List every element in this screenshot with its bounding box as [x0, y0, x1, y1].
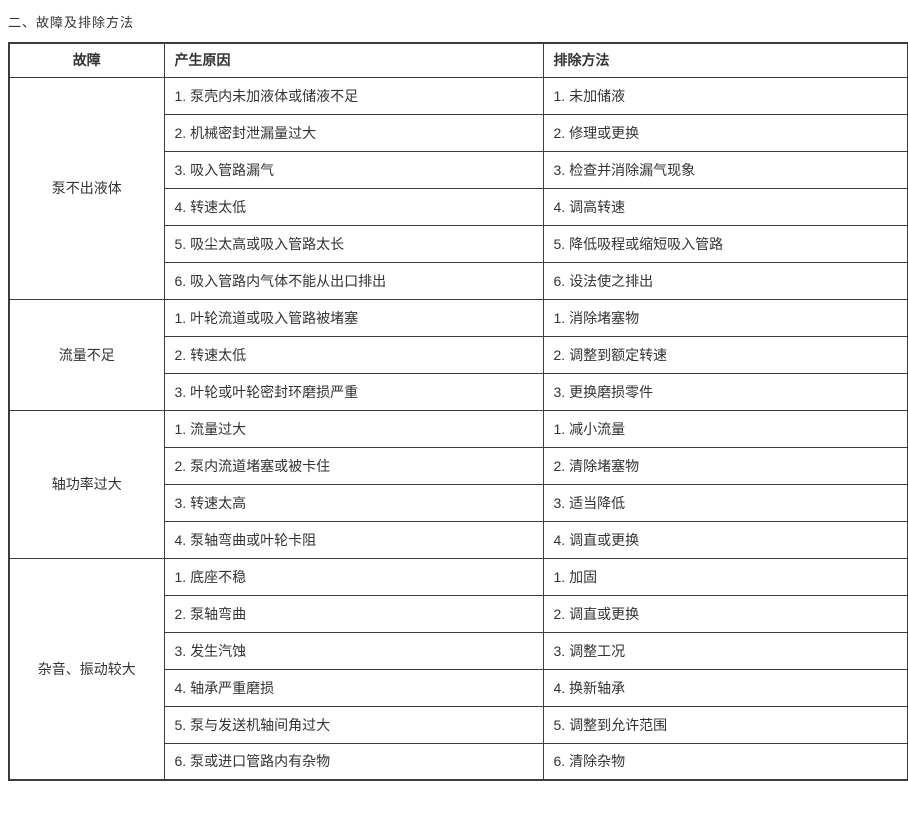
table-header-row: 故障 产生原因 排除方法 — [8, 42, 908, 78]
cause-cell: 5. 吸尘太高或吸入管路太长 — [163, 224, 544, 263]
cause-cell: 3. 叶轮或叶轮密封环磨损严重 — [163, 372, 544, 411]
fix-cell: 5. 调整到允许范围 — [542, 705, 908, 744]
fix-cell: 3. 检查并消除漏气现象 — [542, 150, 908, 189]
column-header-fault: 故障 — [8, 42, 165, 78]
fix-cell: 2. 清除堵塞物 — [542, 446, 908, 485]
table-row: 2. 泵内流道堵塞或被卡住 2. 清除堵塞物 — [9, 446, 908, 485]
cause-cell: 3. 吸入管路漏气 — [163, 150, 544, 189]
fault-cell: 泵不出液体 — [8, 76, 165, 300]
fix-cell: 3. 适当降低 — [542, 483, 908, 522]
cause-cell: 4. 泵轴弯曲或叶轮卡阻 — [163, 520, 544, 559]
table-row: 4. 泵轴弯曲或叶轮卡阻 4. 调直或更换 — [9, 520, 908, 559]
table-body: 泵不出液体 1. 泵壳内未加液体或储液不足 1. 未加储液 2. 机械密封泄漏量过大 2… — [8, 76, 908, 781]
fix-cell: 1. 加固 — [542, 557, 908, 596]
cause-cell: 4. 轴承严重磨损 — [163, 668, 544, 707]
cause-cell: 2. 泵轴弯曲 — [163, 594, 544, 633]
table-row: 3. 叶轮或叶轮密封环磨损严重 3. 更换磨损零件 — [9, 372, 908, 411]
cause-cell: 6. 吸入管路内气体不能从出口排出 — [163, 261, 544, 300]
cause-cell: 1. 底座不稳 — [163, 557, 544, 596]
table-row: 6. 吸入管路内气体不能从出口排出 6. 设法使之排出 — [9, 261, 908, 300]
cause-cell: 3. 转速太高 — [163, 483, 544, 522]
fix-cell: 1. 减小流量 — [542, 409, 908, 448]
fix-cell: 2. 调整到额定转速 — [542, 335, 908, 374]
fix-cell: 2. 调直或更换 — [542, 594, 908, 633]
cause-cell: 1. 流量过大 — [163, 409, 544, 448]
fix-cell: 6. 清除杂物 — [542, 742, 908, 781]
table-row: 5. 泵与发送机轴间角过大 5. 调整到允许范围 — [9, 705, 908, 744]
fix-cell: 2. 修理或更换 — [542, 113, 908, 152]
cause-cell: 1. 叶轮流道或吸入管路被堵塞 — [163, 298, 544, 337]
fault-cell: 流量不足 — [8, 298, 165, 411]
column-header-fix: 排除方法 — [542, 42, 908, 78]
table-row: 2. 转速太低 2. 调整到额定转速 — [9, 335, 908, 374]
cause-cell: 6. 泵或进口管路内有杂物 — [163, 742, 544, 781]
fix-cell: 3. 调整工况 — [542, 631, 908, 670]
fix-cell: 6. 设法使之排出 — [542, 261, 908, 300]
table-row: 3. 转速太高 3. 适当降低 — [9, 483, 908, 522]
cause-cell: 2. 机械密封泄漏量过大 — [163, 113, 544, 152]
fix-cell: 3. 更换磨损零件 — [542, 372, 908, 411]
table-row: 泵不出液体 1. 泵壳内未加液体或储液不足 1. 未加储液 — [8, 76, 908, 300]
fault-cell: 杂音、振动较大 — [8, 557, 165, 781]
fix-cell: 1. 消除堵塞物 — [542, 298, 908, 337]
table-row: 6. 泵或进口管路内有杂物 6. 清除杂物 — [9, 742, 908, 781]
cause-cell: 4. 转速太低 — [163, 187, 544, 226]
table-row: 2. 泵轴弯曲 2. 调直或更换 — [9, 594, 908, 633]
cause-cell: 5. 泵与发送机轴间角过大 — [163, 705, 544, 744]
fix-cell: 5. 降低吸程或缩短吸入管路 — [542, 224, 908, 263]
cause-cell: 3. 发生汽蚀 — [163, 631, 544, 670]
table-row: 3. 发生汽蚀 3. 调整工况 — [9, 631, 908, 670]
cause-cell: 2. 转速太低 — [163, 335, 544, 374]
table-row: 2. 机械密封泄漏量过大 2. 修理或更换 — [9, 113, 908, 152]
table-row: 5. 吸尘太高或吸入管路太长 5. 降低吸程或缩短吸入管路 — [9, 224, 908, 263]
cause-cell: 1. 泵壳内未加液体或储液不足 — [163, 76, 544, 115]
fix-cell: 4. 换新轴承 — [542, 668, 908, 707]
table-row: 4. 轴承严重磨损 4. 换新轴承 — [9, 668, 908, 707]
table-row: 轴功率过大 1. 流量过大 1. 减小流量 — [8, 409, 908, 559]
table-row: 流量不足 1. 叶轮流道或吸入管路被堵塞 1. 消除堵塞物 — [8, 298, 908, 411]
column-header-cause: 产生原因 — [163, 42, 544, 78]
page-title: 二、故障及排除方法 — [8, 15, 135, 30]
table-row: 3. 吸入管路漏气 3. 检查并消除漏气现象 — [9, 150, 908, 189]
fault-troubleshooting-table: 故障 产生原因 排除方法 泵不出液体 1. 泵壳内未加液体或储液不足 1. 未加储液… — [8, 42, 908, 781]
fix-cell: 4. 调直或更换 — [542, 520, 908, 559]
fault-cell: 轴功率过大 — [8, 409, 165, 559]
table-row: 4. 转速太低 4. 调高转速 — [9, 187, 908, 226]
fix-cell: 4. 调高转速 — [542, 187, 908, 226]
fix-cell: 1. 未加储液 — [542, 76, 908, 115]
table-row: 杂音、振动较大 1. 底座不稳 1. 加固 — [8, 557, 908, 781]
cause-cell: 2. 泵内流道堵塞或被卡住 — [163, 446, 544, 485]
